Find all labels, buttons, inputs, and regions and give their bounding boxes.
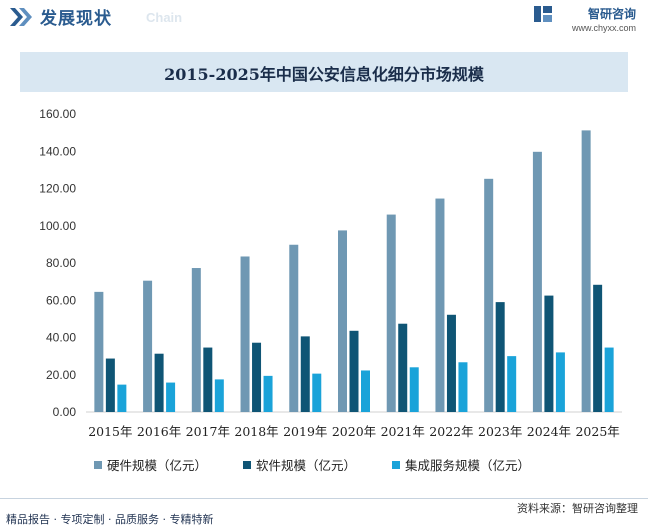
x-tick-label: 2018年 [234, 424, 278, 439]
bar-3 [458, 362, 468, 412]
bar-3 [604, 347, 614, 412]
bar-1 [143, 280, 153, 412]
x-tick-label: 2022年 [429, 424, 473, 439]
footer-bar: 精品报告 · 专项定制 · 品质服务 · 专精特新 [0, 509, 648, 527]
y-tick-label: 20.00 [46, 368, 76, 382]
bar-3 [409, 367, 419, 412]
bar-2 [544, 295, 554, 412]
bar-2 [398, 323, 408, 412]
brand-url: www.chyxx.com [571, 23, 636, 33]
y-tick-label: 120.00 [39, 182, 76, 196]
section-title: 发展现状 [40, 9, 112, 29]
y-tick-label: 140.00 [39, 144, 76, 158]
bar-2 [495, 302, 505, 412]
bar-1 [240, 256, 250, 412]
bar-1 [338, 230, 347, 412]
bar-3 [117, 384, 127, 412]
bar-2 [252, 342, 262, 412]
x-tick-label: 2016年 [137, 424, 181, 439]
y-tick-label: 0.00 [53, 405, 77, 419]
bar-3 [263, 375, 273, 412]
legend-label: 硬件规模（亿元） [107, 458, 207, 473]
bar-2 [154, 353, 164, 412]
bar-2 [446, 314, 456, 412]
y-tick-label: 100.00 [39, 219, 76, 233]
bar-3 [214, 379, 224, 412]
x-tick-label: 2021年 [381, 424, 425, 439]
legend-swatch [243, 461, 251, 469]
footer-divider [0, 498, 648, 499]
bar-1 [581, 130, 591, 412]
legend-swatch [94, 461, 102, 469]
bar-1 [386, 214, 396, 412]
x-tick-label: 2024年 [527, 424, 571, 439]
page-header: 发展现状 Chain 智研咨询 www.chyxx.com [0, 0, 648, 38]
y-tick-label: 160.00 [39, 107, 76, 121]
double-chevron-icon [10, 8, 32, 26]
brand-logo-icon [534, 6, 552, 22]
bar-1 [484, 178, 494, 412]
bar-1 [435, 198, 445, 412]
bar-3 [507, 356, 517, 412]
source-note: 资料来源：智研咨询整理 [517, 502, 638, 515]
bar-1 [532, 151, 542, 412]
x-tick-label: 2023年 [478, 424, 522, 439]
x-tick-label: 2025年 [575, 424, 619, 439]
bar-2 [300, 336, 310, 412]
x-tick-label: 2015年 [88, 424, 132, 439]
bar-1 [289, 244, 299, 412]
legend-label: 集成服务规模（亿元） [405, 458, 530, 473]
chart-title-bar: 2015-2025年中国公安信息化细分市场规模 [20, 52, 628, 92]
y-tick-label: 40.00 [46, 331, 76, 345]
bar-3 [555, 352, 565, 412]
bar-2 [105, 358, 115, 412]
bar-3 [166, 382, 176, 412]
legend-swatch [392, 461, 400, 469]
x-tick-label: 2019年 [283, 424, 327, 439]
y-tick-label: 60.00 [46, 293, 76, 307]
x-tick-label: 2017年 [186, 424, 230, 439]
legend-label: 软件规模（亿元） [256, 458, 356, 473]
chart-title: 2015-2025年中国公安信息化细分市场规模 [164, 65, 484, 84]
bar-2 [593, 284, 603, 412]
bar-3 [361, 370, 370, 412]
x-tick-label: 2020年 [332, 424, 376, 439]
bar-chart: 0.00 20.00 40.00 60.00 80.00 100.00 120.00 140.… [39, 107, 622, 473]
bar-2 [203, 347, 213, 412]
section-subtitle: Chain [146, 10, 183, 25]
bar-1 [94, 291, 104, 412]
bar-1 [191, 268, 201, 412]
bar-2 [349, 330, 359, 412]
footer-tagline: 精品报告 · 专项定制 · 品质服务 · 专精特新 [6, 513, 214, 526]
brand: 智研咨询 www.chyxx.com [476, 3, 636, 37]
y-tick-label: 80.00 [46, 256, 76, 270]
brand-name: 智研咨询 [587, 7, 636, 21]
bar-3 [312, 373, 322, 412]
